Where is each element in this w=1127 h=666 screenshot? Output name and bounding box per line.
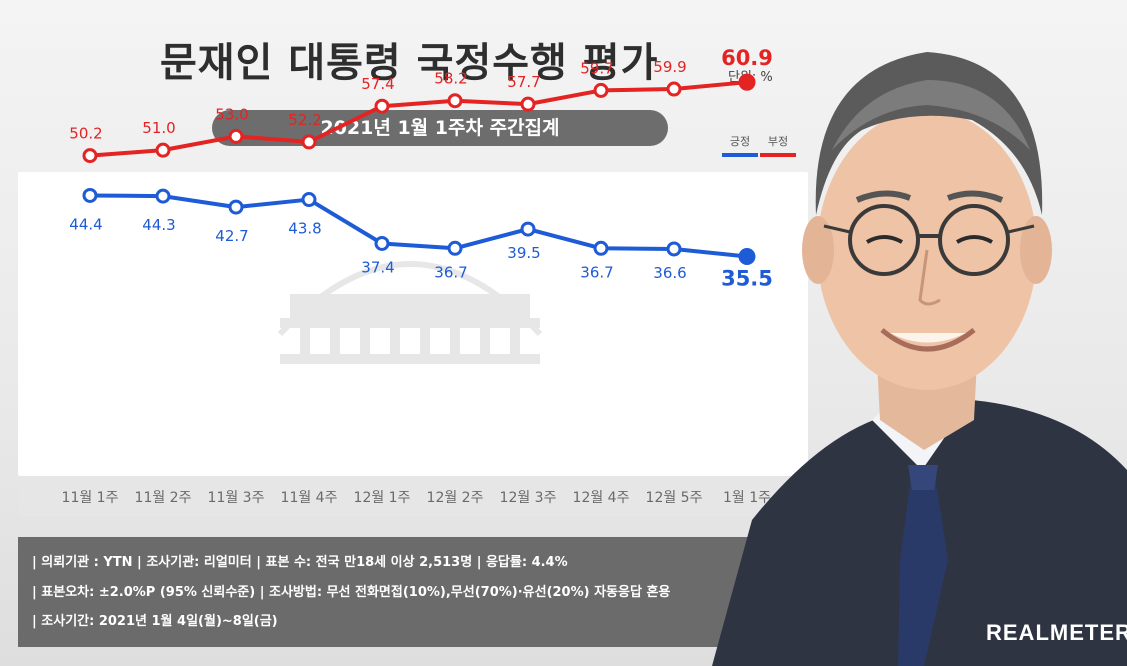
negative-point [228,128,244,144]
survey-info-line-3: | 조사기간: 2021년 1월 4일(월)~8일(금) [32,614,278,629]
negative-data-label: 51.0 [142,119,175,137]
legend-positive-label: 긍정 [729,135,751,148]
x-axis-band [18,476,808,516]
positive-data-label: 35.5 [721,267,773,291]
x-tick-label: 12월 2주 [427,490,484,506]
positive-data-label: 36.7 [580,263,613,281]
positive-data-label: 44.3 [142,216,175,234]
positive-point [520,221,536,237]
president-portrait [712,52,1127,666]
positive-data-label: 36.7 [434,263,467,281]
legend-negative-label: 부정 [767,135,789,148]
positive-point [447,240,463,256]
negative-point [666,81,682,97]
positive-data-label: 37.4 [361,258,394,276]
negative-point [738,73,756,91]
negative-point [520,96,536,112]
positive-data-label: 43.8 [288,220,321,238]
x-tick-label: 11월 3주 [208,490,265,506]
positive-point [593,240,609,256]
positive-data-label: 44.4 [69,215,102,233]
negative-point [301,134,317,150]
negative-point [374,98,390,114]
legend-positive: 긍정 [722,133,758,157]
legend-negative: 부정 [760,133,796,157]
positive-data-label: 36.6 [653,264,686,282]
negative-point [593,82,609,98]
realmeter-logo: REALMETER [986,620,1127,645]
positive-point [82,187,98,203]
positive-series-line [89,193,748,259]
x-tick-label: 1월 1주 [723,490,771,506]
x-tick-label: 12월 1주 [354,490,411,506]
survey-info-panel: | 의뢰기관 : YTN | 조사기관: 리얼미터 | 표본 수: 전국 만18… [18,537,808,647]
x-tick-label: 12월 4주 [573,490,630,506]
negative-data-label: 60.9 [721,46,773,70]
seal-watermark-icon [277,261,543,364]
positive-point [301,192,317,208]
x-tick-label: 12월 5주 [646,490,703,506]
survey-info-line-2: | 표본오차: ±2.0%P (95% 신뢰수준) | 조사방법: 무선 전화면… [32,585,671,600]
plot-area [18,172,808,476]
negative-series-line [89,80,748,158]
positive-data-label: 39.5 [507,244,540,262]
negative-data-label: 58.2 [434,70,467,88]
negative-data-label: 52.2 [288,111,321,129]
x-tick-label: 12월 3주 [500,490,557,506]
negative-data-label: 59.7 [580,59,613,77]
x-tick-label: 11월 2주 [135,490,192,506]
positive-data-label: 42.7 [215,227,248,245]
x-tick-label: 11월 1주 [62,490,119,506]
negative-point [447,93,463,109]
positive-point [374,235,390,251]
positive-point [228,199,244,215]
negative-data-label: 53.0 [215,105,248,123]
positive-point [666,241,682,257]
negative-point [155,142,171,158]
negative-point [82,148,98,164]
legend-positive-swatch [722,153,758,157]
positive-point [155,188,171,204]
legend-negative-swatch [760,153,796,157]
negative-data-label: 57.4 [361,75,394,93]
chart-title: 문재인 대통령 국정수행 평가 [160,40,659,86]
survey-info-line-1: | 의뢰기관 : YTN | 조사기관: 리얼미터 | 표본 수: 전국 만18… [32,555,568,570]
line-chart: 50.2 51.0 53.0 52.2 57.4 58.2 57.7 59.7 59.9 60.9… [62,46,773,506]
negative-data-label: 50.2 [69,125,102,143]
negative-data-label: 57.7 [507,73,540,91]
negative-data-label: 59.9 [653,58,686,76]
positive-point [738,248,756,266]
x-tick-label: 11월 4주 [281,490,338,506]
